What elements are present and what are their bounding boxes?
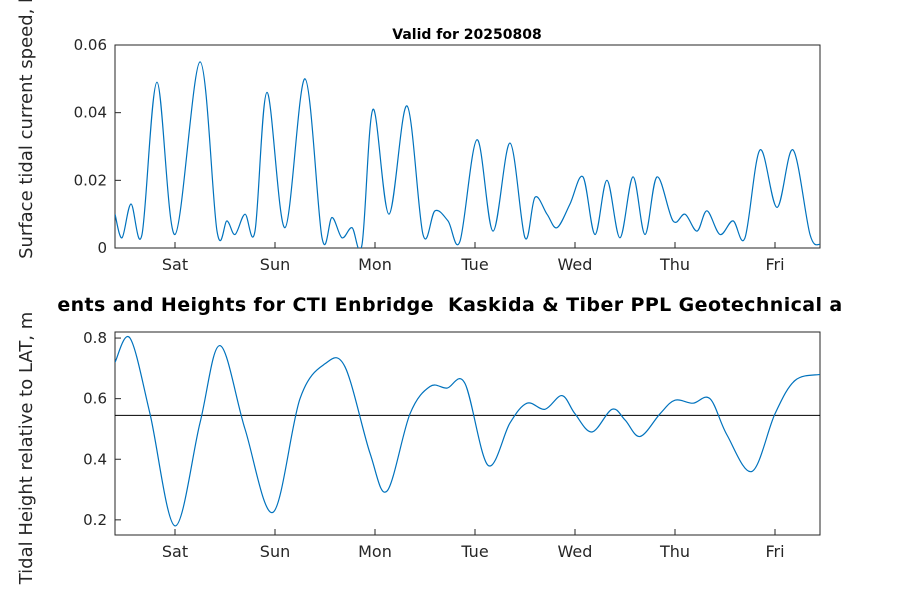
x-tick-label: Fri: [765, 255, 784, 274]
x-tick-label: Tue: [460, 542, 488, 561]
series-tidal_height-line: [115, 335, 820, 527]
y-tick-label: 0.04: [74, 104, 107, 122]
y-tick-label: 0.02: [74, 171, 107, 189]
y-tick-label: 0.2: [83, 511, 107, 529]
top-chart-title: Valid for 20250808: [392, 27, 541, 43]
chart-top: 0 0.02 0.04 0.06 Sat Sun Mon Tue Wed Thu Fri: [74, 36, 821, 274]
series-current_speed-line: [115, 61, 820, 248]
x-tick-label: Sat: [162, 255, 188, 274]
x-tick-label: Sat: [162, 542, 188, 561]
figure-suptitle: ents and Heights for CTI Enbridge Kaskid…: [57, 294, 843, 316]
y-tick-label: 0.6: [83, 390, 107, 408]
y-tick-label: 0.06: [74, 36, 107, 54]
x-tick-label: Sun: [260, 255, 290, 274]
x-tick-label: Wed: [558, 542, 593, 561]
x-tick-label: Thu: [659, 542, 690, 561]
axes-box: [114, 331, 821, 536]
top-chart-ylabel: Surface tidal current speed, kn: [16, 0, 37, 259]
y-tick-label: 0.8: [83, 329, 107, 347]
x-tick-label: Fri: [765, 542, 784, 561]
x-tick-label: Wed: [558, 255, 593, 274]
x-tick-label: Mon: [358, 542, 392, 561]
x-tick-label: Tue: [460, 255, 488, 274]
bottom-chart-ylabel: Tidal Height relative to LAT, m: [16, 312, 37, 586]
y-tick-label: 0.4: [83, 450, 107, 468]
x-tick-label: Mon: [358, 255, 392, 274]
chart-bottom: 0.2 0.4 0.6 0.8 Sat Sun Mon Tue Wed Thu Fri: [83, 329, 821, 561]
x-tick-label: Sun: [260, 542, 290, 561]
y-tick-label: 0: [97, 239, 107, 257]
axes-layer: 0 0.02 0.04 0.06 Sat Sun Mon Tue Wed Thu Fri 0.2 0.4…: [74, 36, 821, 561]
x-tick-label: Thu: [659, 255, 690, 274]
axes-box: [114, 44, 821, 249]
